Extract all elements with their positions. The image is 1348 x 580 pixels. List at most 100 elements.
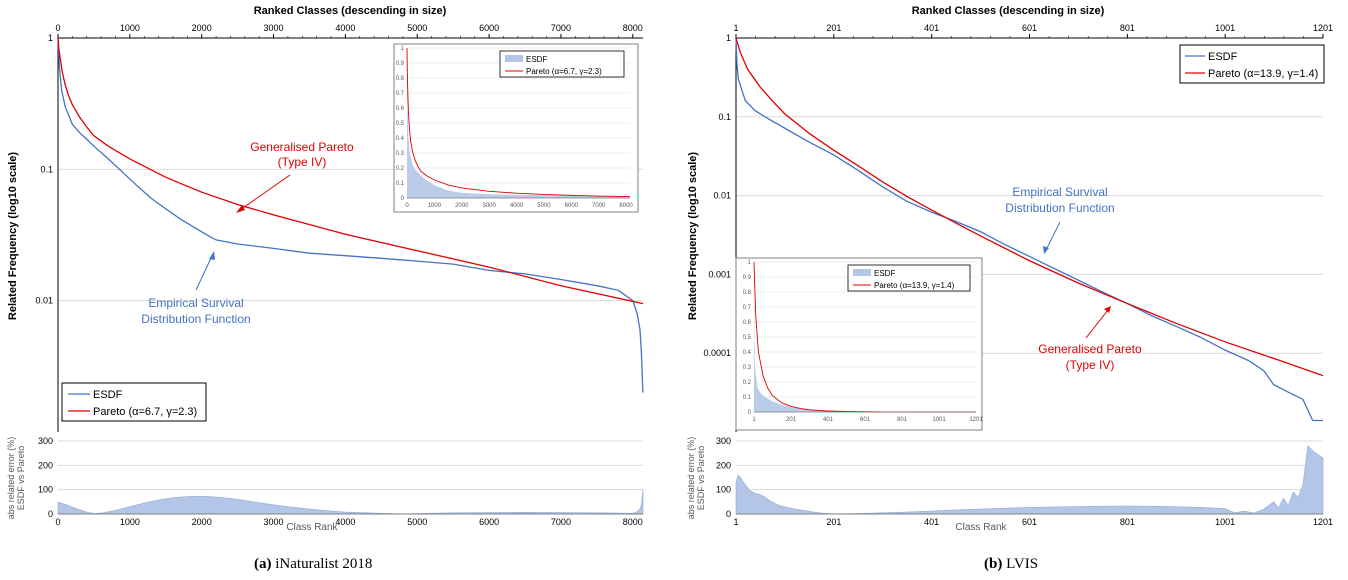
inat-inset-ytick-label: 0.4 xyxy=(396,136,405,142)
lvis-main-ytick-label: 1 xyxy=(726,33,731,43)
inat-inset-xtick-label: 1000 xyxy=(428,203,442,209)
inat-inset-xtick-label: 0 xyxy=(405,203,409,209)
inat-inset-ytick-label: 0.9 xyxy=(396,61,405,67)
inat-main-series-esdf-line xyxy=(57,37,644,393)
inat-main-xtick-label: 0 xyxy=(55,23,60,33)
lvis-inset-ytick-label: 0.2 xyxy=(743,380,752,386)
lvis-main-xtick-label: 401 xyxy=(924,23,939,33)
lvis-inset-ytick-label: 0.4 xyxy=(743,350,752,356)
inat-inset-series-esdf-area xyxy=(407,48,630,198)
lvis-inset-ytick-label: 1 xyxy=(748,260,752,266)
inat-main-series-pareto-line xyxy=(57,37,644,305)
inat-error-xtick-label: 3000 xyxy=(264,517,284,527)
inat-main-ytick-label: 0.01 xyxy=(35,296,53,306)
lvis-top-axis-label: Ranked Classes (descending in size) xyxy=(912,5,1105,17)
lvis-inset-legend-esdf: ESDF xyxy=(874,269,895,278)
inat-error-xlabel: Class Rank xyxy=(286,522,338,533)
inat-error-ytick-label: 300 xyxy=(38,436,53,446)
inat-error-ytick-label: 200 xyxy=(38,460,53,470)
inat-inset-xtick-label: 8000 xyxy=(619,203,633,209)
lvis-main-series-pareto-line xyxy=(735,37,1324,377)
lvis-legend: ESDF Pareto (α=13.9, γ=1.4) xyxy=(1179,44,1325,84)
lvis-inset-xtick-label: 401 xyxy=(823,417,834,423)
lvis-main-xtick-label: 601 xyxy=(1022,23,1037,33)
lvis-inset-xtick-label: 1001 xyxy=(932,417,946,423)
inat-inset-legend-pareto: Pareto (α=6.7, γ=2.3) xyxy=(526,67,602,76)
lvis-main-xtick-label: 201 xyxy=(826,23,841,33)
lvis-error-xtick-label: 201 xyxy=(826,517,841,527)
lvis-main-ytick-label: 0.0001 xyxy=(703,348,731,358)
inat-annotation-pareto-arrow xyxy=(239,174,291,211)
lvis-annotation-pareto-line1: Generalised Pareto xyxy=(1038,342,1142,356)
inat-inset-ytick-label: 0.2 xyxy=(396,166,405,172)
inat-main-xtick-label: 8000 xyxy=(623,23,643,33)
inat-error-xtick-label: 8000 xyxy=(623,517,643,527)
caption-b: (b) LVIS xyxy=(984,556,1038,573)
lvis-main-ytick-label: 0.001 xyxy=(708,269,731,279)
inat-inset-xtick-label: 2000 xyxy=(455,203,469,209)
inat-error-ytick-label: 100 xyxy=(38,485,53,495)
lvis-error-xtick-label: 601 xyxy=(1022,517,1037,527)
lvis-error-ytick-label: 0 xyxy=(726,509,731,519)
lvis-inset-xtick-label: 201 xyxy=(786,417,797,423)
inat-inset-ytick-label: 0.6 xyxy=(396,106,405,112)
lvis-error-xtick-label: 1201 xyxy=(1313,517,1333,527)
inat-main-xtick-label: 1000 xyxy=(120,23,140,33)
figure-canvas: Ranked Classes (descending in size) Rela… xyxy=(6,5,1333,533)
inat-error-xtick-label: 0 xyxy=(55,517,60,527)
inat-inset-xtick-label: 5000 xyxy=(537,203,551,209)
lvis-inset-ytick-label: 0.6 xyxy=(743,320,752,326)
lvis-inset-ytick-label: 0.3 xyxy=(743,365,752,371)
inat-main-ytick-label: 1 xyxy=(48,33,53,43)
inat-inset: 0 0.1 0.2 0.3 0.4 0.5 0.6 0.7 0.8 0.9 1 0 1000 2000 30… xyxy=(393,43,639,213)
inat-inset-ytick-label: 1 xyxy=(401,46,405,52)
lvis-main-xtick-label: 801 xyxy=(1120,23,1135,33)
inat-inset-ytick-label: 0 xyxy=(401,196,405,202)
lvis-error-ytick-label: 200 xyxy=(716,460,731,470)
inat-annotation-esdf-arrow xyxy=(195,255,213,291)
lvis-inset-ytick-label: 0.1 xyxy=(743,395,752,401)
lvis-inset-legend-pareto: Pareto (α=13.9, γ=1.4) xyxy=(874,281,955,290)
inat-annotation-esdf-line1: Empirical Survival xyxy=(148,296,243,310)
lvis-legend-pareto: Pareto (α=13.9, γ=1.4) xyxy=(1208,68,1318,80)
inat-annotation-esdf-line2: Distribution Function xyxy=(141,312,250,326)
caption-b-text: LVIS xyxy=(1006,556,1039,572)
panel-inaturalist: Ranked Classes (descending in size) Rela… xyxy=(6,5,644,533)
lvis-annotation-esdf-line2: Distribution Function xyxy=(1005,201,1114,215)
inat-inset-xtick-label: 6000 xyxy=(565,203,579,209)
lvis-inset-ytick-label: 0.7 xyxy=(743,305,752,311)
lvis-error-ylabel2: ESDF vs Pareto xyxy=(696,446,706,511)
caption-b-tag: (b) xyxy=(984,556,1003,572)
lvis-error-ytick-label: 300 xyxy=(716,436,731,446)
lvis-legend-esdf: ESDF xyxy=(1208,51,1238,63)
panel-lvis: Ranked Classes (descending in size) Rela… xyxy=(686,5,1333,533)
inat-annotation-pareto-arrowhead xyxy=(236,205,245,213)
lvis-error-xlabel: Class Rank xyxy=(955,522,1007,533)
inat-error-xtick-label: 6000 xyxy=(479,517,499,527)
lvis-inset-ytick-label: 0.5 xyxy=(743,335,752,341)
lvis-error-ylabel1: abs related error (%) xyxy=(686,437,696,520)
inat-error-ylabel2: ESDF vs Pareto xyxy=(16,446,26,511)
lvis-annotation-pareto-line2: (Type IV) xyxy=(1066,358,1115,372)
lvis-error-xtick-label: 801 xyxy=(1120,517,1135,527)
lvis-error-xtick-label: 1001 xyxy=(1215,517,1235,527)
lvis-error-xtick-label: 401 xyxy=(924,517,939,527)
inat-inset-xtick-label: 7000 xyxy=(592,203,606,209)
lvis-inset-xtick-label: 1201 xyxy=(969,417,983,423)
lvis-error-xtick-label: 1 xyxy=(733,517,738,527)
inat-annotation-pareto-line2: (Type IV) xyxy=(278,155,327,169)
caption-a: (a) iNaturalist 2018 xyxy=(254,556,372,573)
lvis-ylabel: Related Frequency (log10 scale) xyxy=(687,152,699,320)
lvis-inset-ytick-label: 0.8 xyxy=(743,290,752,296)
lvis-annotation-esdf-arrow xyxy=(1045,221,1061,251)
inat-main-ytick-label: 0.1 xyxy=(40,164,53,174)
inat-inset-legend-esdf: ESDF xyxy=(526,55,547,64)
inat-inset-xtick-label: 4000 xyxy=(510,203,524,209)
inat-main-xtick-label: 4000 xyxy=(335,23,355,33)
inat-main-xtick-label: 2000 xyxy=(192,23,212,33)
lvis-inset-xtick-label: 801 xyxy=(897,417,908,423)
inat-main-xtick-label: 5000 xyxy=(407,23,427,33)
lvis-inset-xtick-label: 601 xyxy=(860,417,871,423)
